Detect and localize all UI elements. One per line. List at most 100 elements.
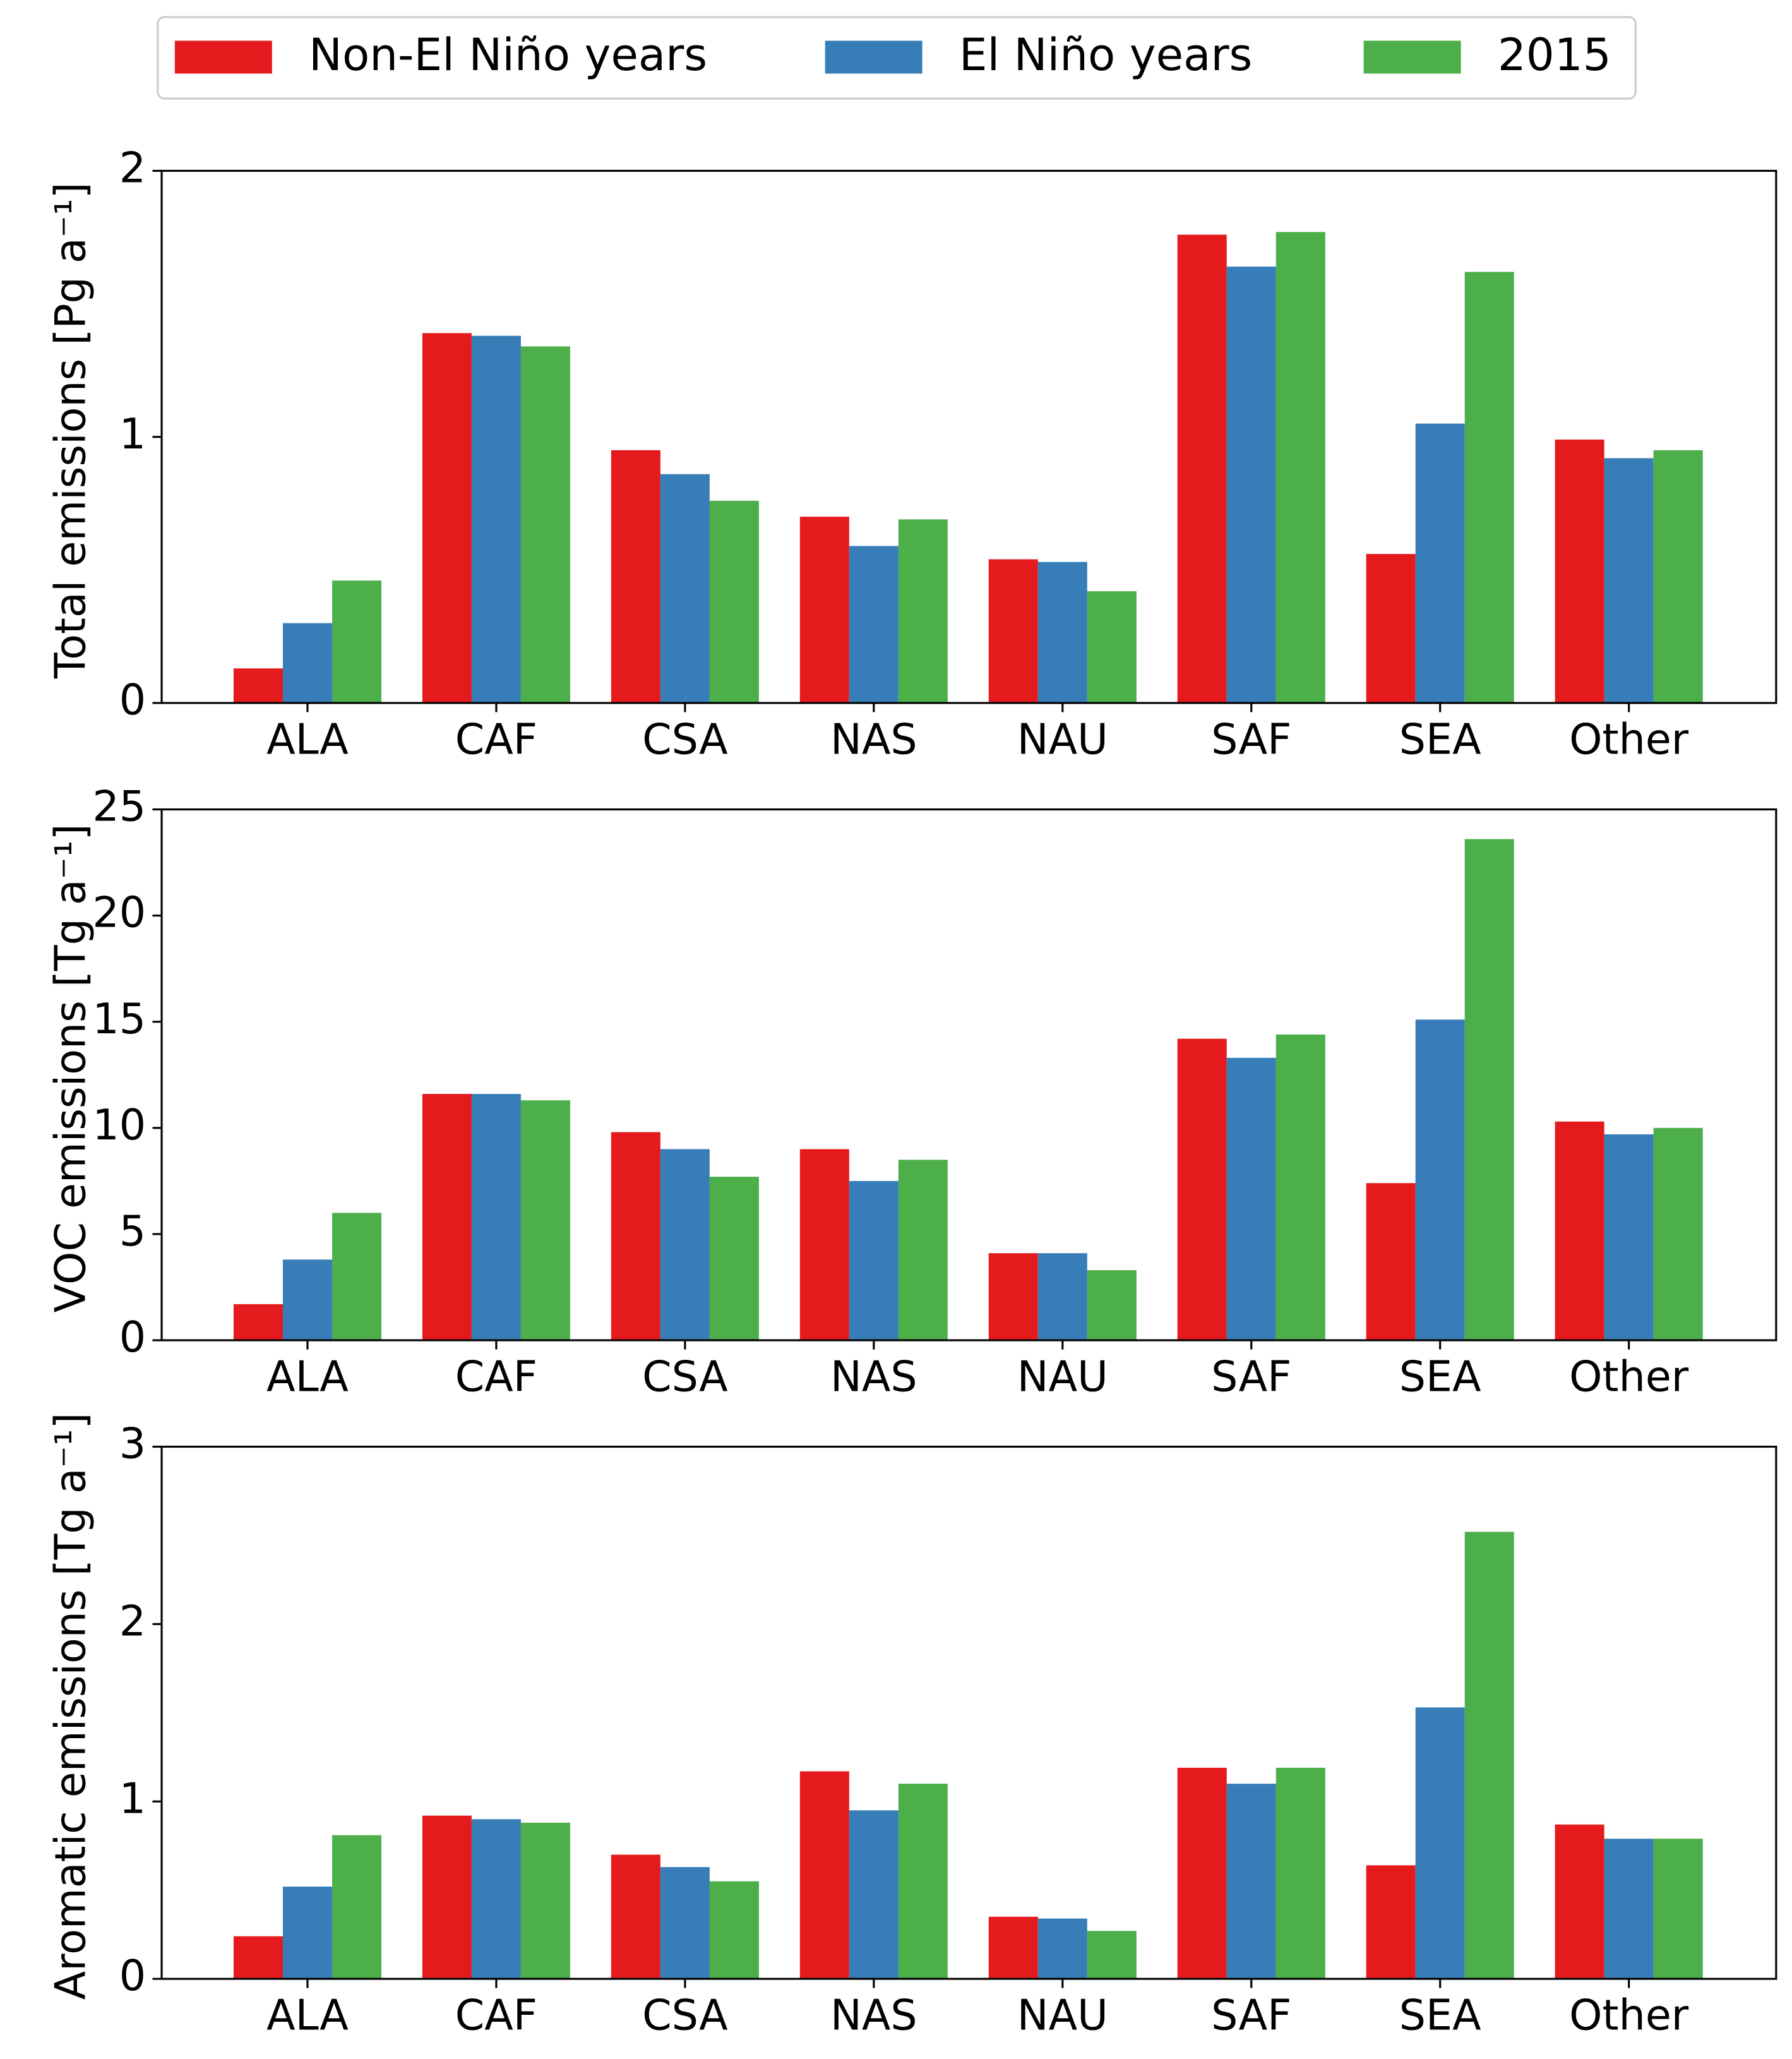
y-tick-label: 2	[119, 1596, 146, 1645]
bar	[1464, 272, 1514, 704]
bar	[660, 474, 710, 704]
bar	[1366, 554, 1416, 704]
bar	[1087, 1931, 1137, 1979]
bar	[799, 517, 849, 704]
x-tick-label: Other	[1569, 1352, 1689, 1401]
bar	[520, 1822, 570, 1979]
bar	[1275, 1767, 1325, 1979]
bar	[1604, 458, 1654, 704]
y-tick-label: 20	[92, 888, 146, 937]
x-tick-label: SEA	[1399, 1991, 1481, 2040]
bar	[660, 1867, 710, 1979]
bar	[1415, 423, 1465, 704]
y-tick-label: 0	[119, 675, 146, 724]
bar	[849, 546, 899, 704]
bar	[611, 1132, 660, 1341]
legend-swatch	[825, 40, 923, 74]
bar	[282, 1887, 332, 1979]
y-tick-label: 10	[92, 1100, 146, 1150]
x-tick-label: SAF	[1211, 1352, 1291, 1401]
bar	[898, 519, 948, 704]
y-tick-label: 3	[119, 1419, 146, 1468]
plot-frame	[160, 808, 1777, 1342]
bar	[709, 1881, 759, 1979]
bar	[988, 1253, 1038, 1341]
bar	[849, 1180, 899, 1341]
x-tick-label: NAU	[1017, 1352, 1108, 1401]
y-tick-label: 5	[119, 1206, 146, 1256]
bar	[1604, 1134, 1654, 1341]
bar	[898, 1160, 948, 1341]
bar	[1555, 1824, 1604, 1979]
bar	[1087, 1270, 1137, 1341]
bar	[282, 623, 332, 704]
y-tick-label: 2	[119, 143, 146, 193]
x-tick-label: NAU	[1017, 1991, 1108, 2040]
bar	[1604, 1839, 1654, 1979]
bar	[422, 1094, 472, 1341]
bar	[799, 1771, 849, 1979]
bar	[1555, 439, 1604, 704]
legend-label: El Niño years	[959, 28, 1253, 81]
x-tick-label: NAS	[830, 714, 917, 764]
bar	[422, 1815, 472, 1979]
bar	[1275, 1034, 1325, 1341]
bar	[1275, 232, 1325, 704]
bar	[233, 1936, 283, 1979]
legend-swatch	[1363, 40, 1461, 74]
x-tick-label: Other	[1569, 1991, 1689, 2040]
bar	[282, 1259, 332, 1341]
legend-label: 2015	[1498, 28, 1611, 81]
bar	[471, 335, 521, 704]
bar	[1415, 1707, 1465, 1979]
x-tick-label: ALA	[266, 714, 349, 764]
bar	[660, 1149, 710, 1341]
bar	[1366, 1865, 1416, 1979]
bar	[332, 580, 381, 704]
legend-swatch	[174, 40, 272, 74]
bar	[611, 450, 660, 704]
y-tick-label: 1	[119, 1774, 146, 1823]
bar	[1037, 1918, 1087, 1979]
legend-label: Non-El Niño years	[309, 28, 707, 81]
bar	[611, 1854, 660, 1979]
x-tick-label: SAF	[1211, 1991, 1291, 2040]
bar	[799, 1149, 849, 1341]
y-tick-label: 15	[92, 994, 146, 1043]
bar	[1037, 561, 1087, 704]
x-tick-label: CSA	[642, 714, 728, 764]
x-tick-label: CAF	[455, 1352, 537, 1401]
bar	[1653, 1127, 1703, 1341]
bar	[1366, 1183, 1416, 1341]
x-tick-label: NAS	[830, 1352, 917, 1401]
bar	[1226, 267, 1276, 704]
x-tick-label: SEA	[1399, 1352, 1481, 1401]
x-tick-label: CSA	[642, 1352, 728, 1401]
bar	[471, 1819, 521, 1979]
x-tick-label: ALA	[266, 1991, 349, 2040]
y-tick-label: 0	[119, 1312, 146, 1362]
bar	[1226, 1784, 1276, 1979]
bar	[1415, 1019, 1465, 1341]
x-tick-label: Other	[1569, 714, 1689, 764]
bar	[988, 1916, 1038, 1979]
y-tick-label: 1	[119, 409, 146, 459]
bar	[849, 1810, 899, 1979]
bar	[233, 1304, 283, 1341]
x-tick-label: CSA	[642, 1991, 728, 2040]
x-tick-label: SEA	[1399, 714, 1481, 764]
bar	[422, 333, 472, 704]
bar	[1177, 1767, 1227, 1979]
bar	[332, 1213, 381, 1341]
y-axis-label: VOC emissions [Tg a⁻¹]	[46, 824, 95, 1312]
x-tick-label: NAS	[830, 1991, 917, 2040]
bar	[1037, 1253, 1087, 1341]
bar	[332, 1835, 381, 1979]
bar	[520, 1100, 570, 1341]
x-tick-label: ALA	[266, 1352, 349, 1401]
bar	[471, 1094, 521, 1341]
bar	[709, 500, 759, 704]
bar	[1177, 234, 1227, 704]
